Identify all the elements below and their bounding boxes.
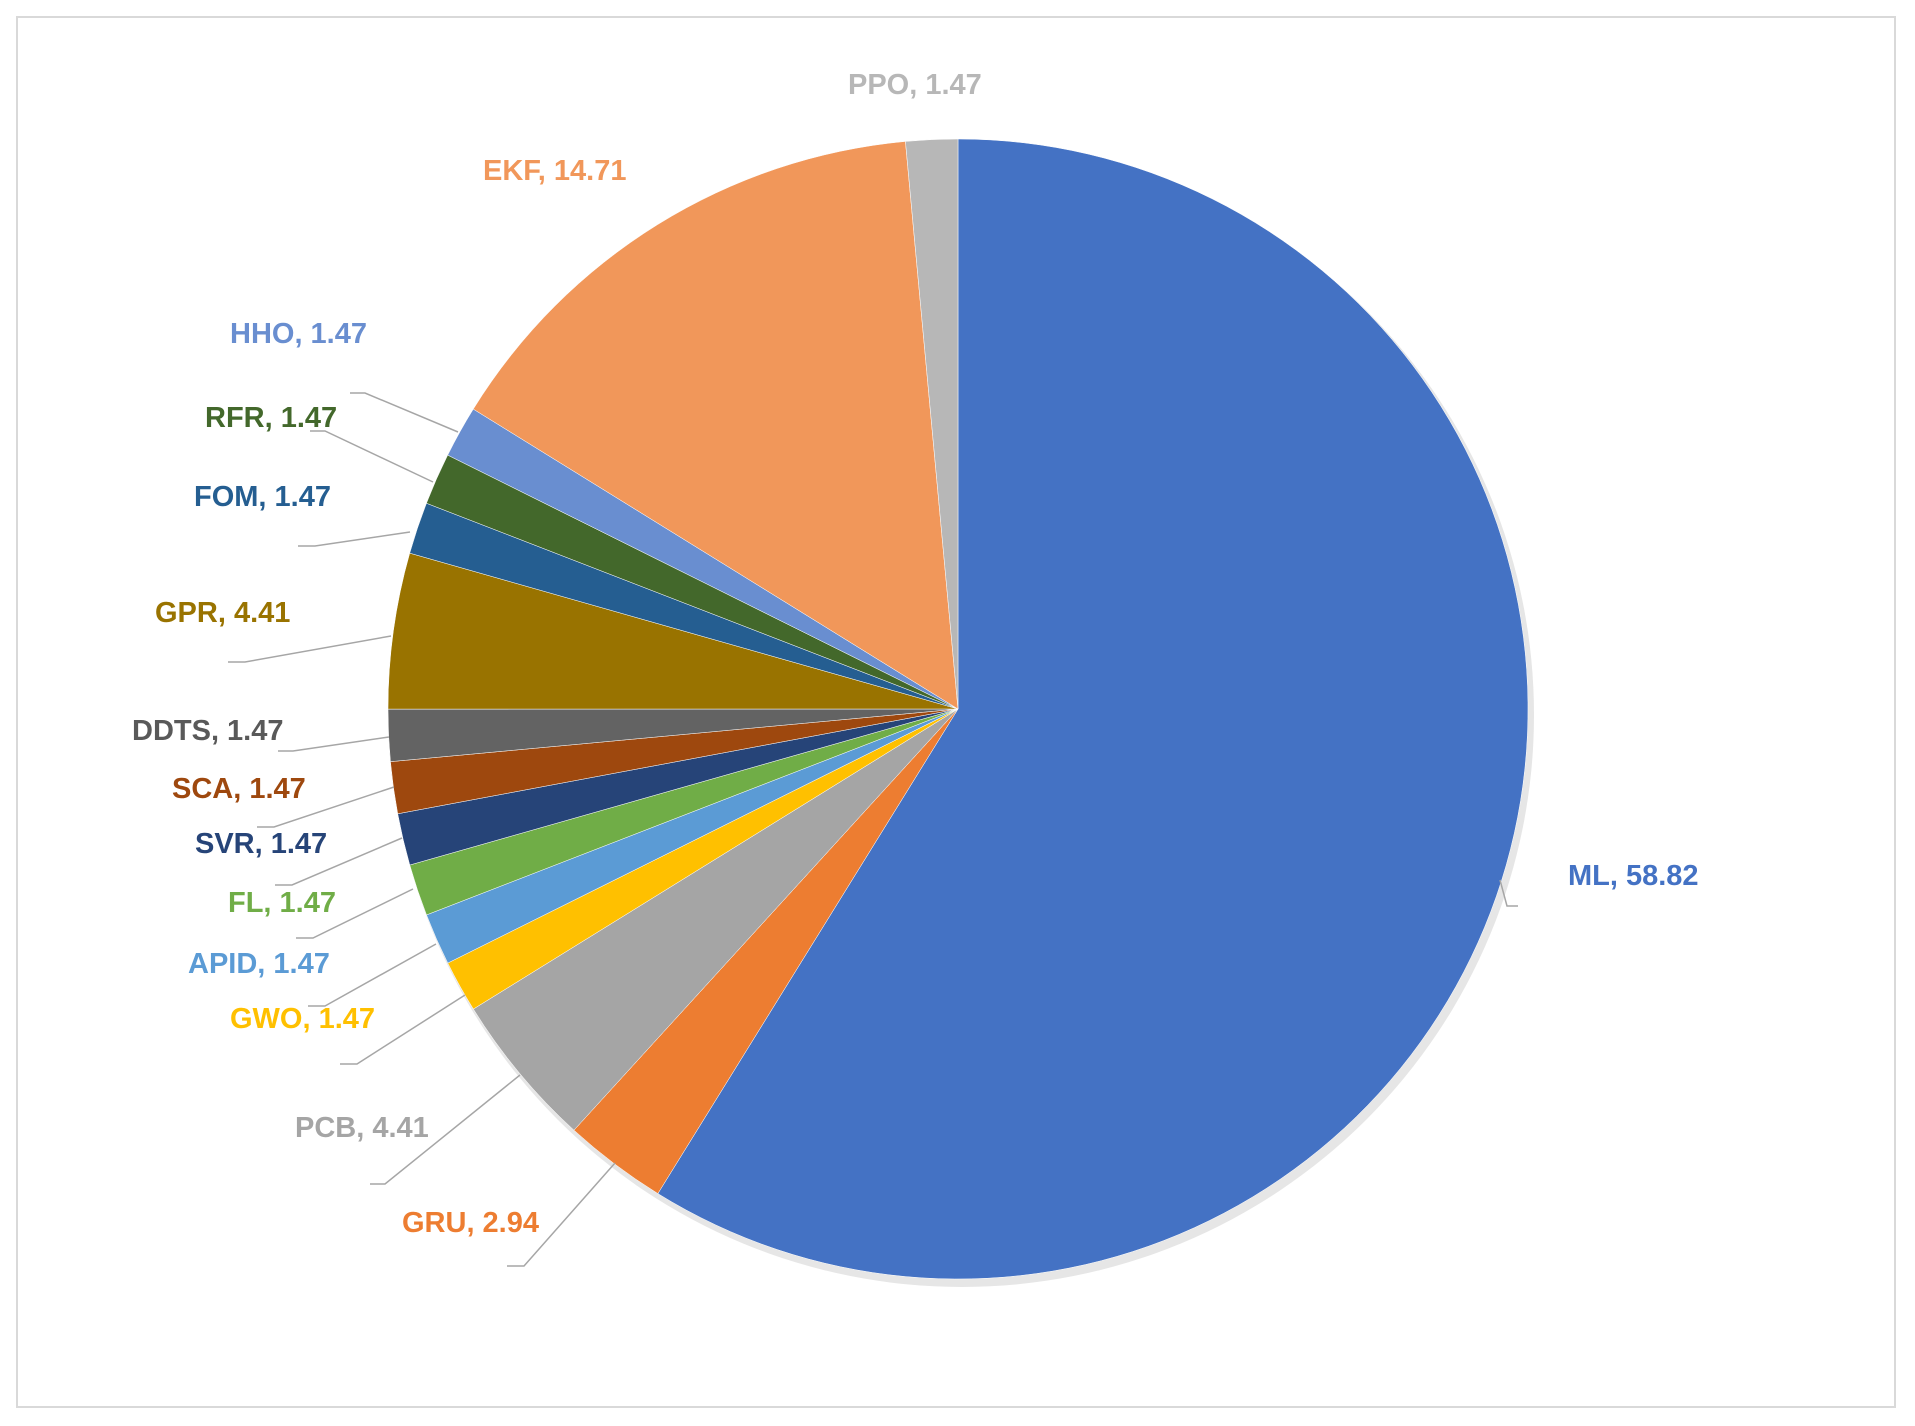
leader-line-rfr xyxy=(310,430,434,483)
data-label-fom: FOM, 1.47 xyxy=(194,481,331,513)
data-label-ddts: DDTS, 1.47 xyxy=(132,715,284,747)
data-label-ppo: PPO, 1.47 xyxy=(848,69,982,101)
leader-line-svr xyxy=(275,837,403,886)
leader-line-ml xyxy=(1499,879,1518,907)
data-label-gpr: GPR, 4.41 xyxy=(155,597,290,629)
leader-line-pcb xyxy=(370,1074,521,1185)
data-label-ekf: EKF, 14.71 xyxy=(483,155,626,187)
data-label-gru: GRU, 2.94 xyxy=(402,1207,539,1239)
pie-slice-ppo xyxy=(905,138,959,710)
leader-line-gpr xyxy=(228,635,392,663)
leader-line-fom xyxy=(298,531,411,547)
leader-lines xyxy=(228,392,1518,1267)
leader-line-sca xyxy=(257,786,395,828)
data-label-pcb: PCB, 4.41 xyxy=(295,1112,429,1144)
pie-slice-ml xyxy=(657,138,1529,1280)
pie-slices xyxy=(387,138,1529,1280)
leader-line-fl xyxy=(296,888,414,939)
data-labels: ML, 58.82 GRU, 2.94 PCB, 4.41 GWO, 1.47 APID… xyxy=(132,69,1699,1239)
leader-line-gwo xyxy=(340,994,466,1065)
data-label-ml: ML, 58.82 xyxy=(1568,860,1699,892)
data-label-svr: SVR, 1.47 xyxy=(195,828,327,860)
data-label-apid: APID, 1.47 xyxy=(188,948,330,980)
data-label-fl: FL, 1.47 xyxy=(228,887,336,919)
data-label-sca: SCA, 1.47 xyxy=(172,773,306,805)
leader-line-gru xyxy=(507,1162,616,1267)
data-label-gwo: GWO, 1.47 xyxy=(230,1003,375,1035)
data-label-hho: HHO, 1.47 xyxy=(230,318,367,350)
leader-line-apid xyxy=(308,943,437,1007)
leader-line-ddts xyxy=(278,736,390,752)
leader-line-hho xyxy=(350,392,459,433)
pie-slice-ekf xyxy=(472,141,959,710)
data-label-rfr: RFR, 1.47 xyxy=(205,402,337,434)
